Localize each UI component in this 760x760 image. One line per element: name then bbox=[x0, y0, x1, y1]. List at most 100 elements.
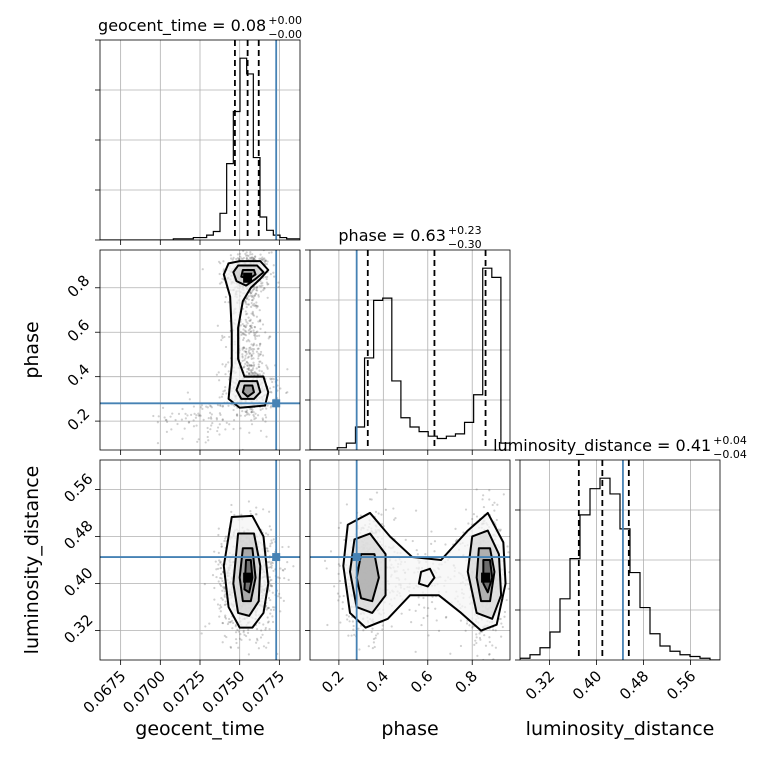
sample-point bbox=[218, 559, 221, 562]
sample-point bbox=[242, 250, 245, 253]
sample-point bbox=[262, 645, 266, 648]
sample-point bbox=[270, 566, 273, 569]
sample-point bbox=[181, 407, 184, 411]
sample-point bbox=[250, 411, 253, 414]
sample-point bbox=[255, 287, 258, 290]
sample-point bbox=[266, 296, 269, 299]
sample-point bbox=[351, 620, 354, 623]
sample-point bbox=[286, 391, 289, 394]
sample-point bbox=[210, 417, 213, 420]
sample-point bbox=[250, 373, 253, 376]
sample-point bbox=[186, 391, 189, 394]
sample-point bbox=[241, 410, 244, 413]
sample-point bbox=[251, 256, 254, 259]
sample-point bbox=[224, 537, 227, 540]
sample-point bbox=[254, 641, 258, 644]
sample-point bbox=[219, 561, 222, 564]
sample-point bbox=[350, 634, 353, 637]
sample-point bbox=[496, 503, 499, 506]
sample-point bbox=[250, 312, 253, 315]
sample-point bbox=[266, 616, 269, 619]
sample-point bbox=[199, 414, 202, 417]
sample-point bbox=[245, 254, 248, 257]
sample-point bbox=[253, 288, 256, 291]
sample-point bbox=[251, 350, 255, 353]
sample-point bbox=[266, 404, 269, 407]
sample-point bbox=[269, 562, 272, 565]
sample-point bbox=[243, 350, 246, 353]
sample-point bbox=[244, 350, 248, 353]
sample-point bbox=[261, 281, 264, 284]
sample-point bbox=[244, 318, 247, 321]
sample-point bbox=[269, 273, 272, 276]
sample-point bbox=[251, 367, 255, 370]
sample-point bbox=[270, 584, 273, 587]
contour-level-0 bbox=[222, 260, 270, 409]
sample-point bbox=[371, 647, 374, 650]
sample-point bbox=[336, 592, 340, 595]
sample-point bbox=[246, 322, 249, 325]
sample-point bbox=[252, 352, 255, 355]
sample-point bbox=[271, 377, 274, 380]
sample-point bbox=[248, 431, 251, 434]
sample-point bbox=[251, 304, 254, 307]
sample-point bbox=[218, 272, 221, 276]
sample-point bbox=[200, 404, 204, 407]
sample-point bbox=[368, 498, 372, 501]
sample-point bbox=[253, 326, 257, 329]
sample-point bbox=[217, 580, 220, 583]
sample-point bbox=[255, 331, 258, 334]
sample-point bbox=[472, 513, 475, 516]
sample-point bbox=[430, 542, 433, 546]
sample-point bbox=[266, 275, 269, 279]
sample-point bbox=[250, 326, 253, 329]
sample-point bbox=[250, 411, 253, 414]
sample-point bbox=[251, 299, 254, 302]
sample-point bbox=[183, 427, 186, 430]
sample-point bbox=[249, 348, 253, 351]
sample-point bbox=[270, 404, 273, 408]
sample-point bbox=[491, 644, 494, 647]
sample-point bbox=[265, 407, 268, 410]
sample-point bbox=[252, 365, 255, 368]
sample-point bbox=[267, 337, 270, 340]
sample-point bbox=[499, 528, 502, 531]
x-axis-label-phase: phase bbox=[381, 718, 438, 740]
sample-point bbox=[262, 372, 265, 375]
sample-point bbox=[259, 360, 262, 363]
sample-point bbox=[229, 621, 232, 624]
sample-point bbox=[259, 327, 262, 330]
sample-point bbox=[514, 626, 516, 628]
sample-point bbox=[252, 363, 256, 367]
sample-point bbox=[272, 538, 275, 541]
x-tick-label-geocent_time: 0.0750 bbox=[199, 667, 249, 717]
sample-point bbox=[265, 608, 268, 611]
sample-point bbox=[246, 312, 249, 315]
sample-point bbox=[251, 408, 254, 411]
sample-point bbox=[325, 567, 328, 570]
sample-point bbox=[251, 321, 254, 325]
sample-point bbox=[464, 508, 468, 511]
sample-point bbox=[217, 527, 220, 530]
sample-point bbox=[253, 286, 256, 289]
sample-point bbox=[253, 334, 256, 337]
sample-point bbox=[250, 305, 253, 309]
sample-point bbox=[268, 576, 271, 579]
sample-point bbox=[243, 633, 246, 636]
sample-point bbox=[170, 428, 173, 431]
sample-point bbox=[269, 390, 272, 393]
sample-point bbox=[244, 357, 247, 360]
sample-point bbox=[221, 563, 224, 566]
sample-point bbox=[252, 331, 256, 334]
sample-point bbox=[264, 420, 267, 423]
sample-point bbox=[279, 610, 282, 613]
sample-point bbox=[152, 414, 155, 418]
sample-point bbox=[222, 587, 226, 590]
sample-point bbox=[246, 412, 249, 415]
sample-point bbox=[347, 615, 351, 618]
sample-point bbox=[234, 623, 238, 626]
sample-point bbox=[257, 293, 260, 297]
sample-point bbox=[184, 412, 187, 415]
sample-point bbox=[283, 567, 287, 571]
sample-point bbox=[209, 404, 212, 407]
